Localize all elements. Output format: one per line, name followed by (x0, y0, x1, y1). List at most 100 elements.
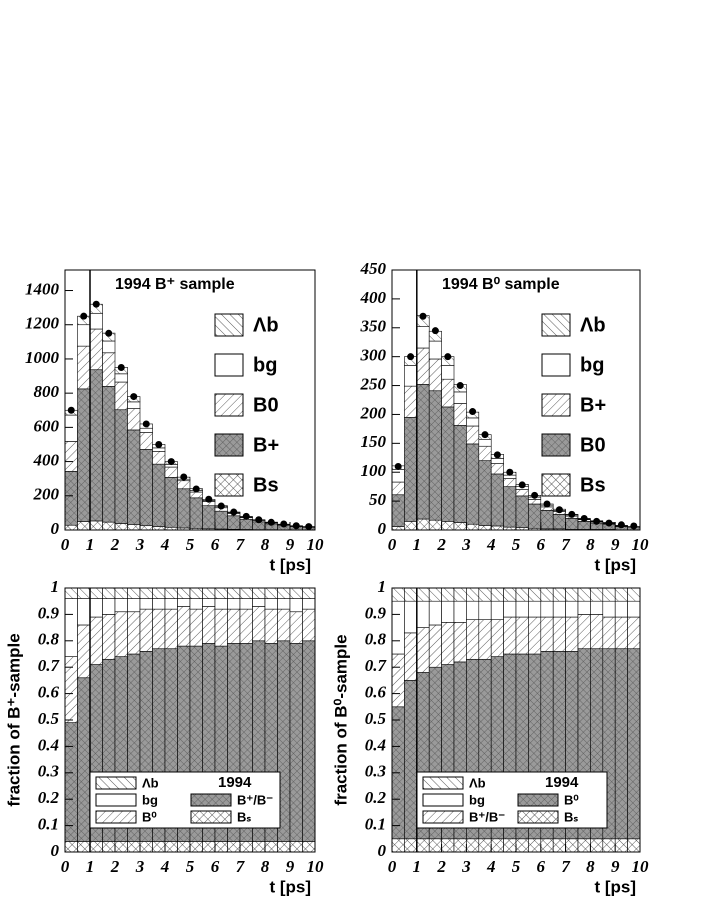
bar (453, 522, 467, 531)
bar (277, 841, 291, 853)
bar (515, 616, 529, 655)
bar (202, 841, 216, 853)
bar (490, 600, 504, 620)
bar (102, 340, 116, 354)
bar (77, 624, 91, 679)
bar (127, 611, 141, 655)
bar (614, 616, 628, 650)
data-point (506, 468, 514, 476)
x-tick-label: 0 (388, 857, 397, 876)
data-point (469, 408, 477, 416)
bar (565, 616, 579, 652)
bar (478, 587, 492, 602)
bar (404, 521, 418, 531)
y-tick-label: 0.5 (365, 709, 387, 728)
legend-label: Bₛ (564, 809, 578, 824)
data-point (267, 518, 275, 526)
bar (64, 471, 78, 526)
bar (416, 384, 430, 520)
bar (89, 587, 103, 599)
panel-title: 1994 B⁺ sample (115, 276, 235, 293)
bar (164, 841, 178, 853)
data-point (92, 300, 100, 308)
legend-swatch (541, 433, 571, 457)
bar (391, 653, 405, 708)
bar (528, 616, 542, 655)
data-point (105, 329, 113, 337)
bar (127, 841, 141, 853)
bar (540, 616, 554, 652)
bar (252, 598, 266, 607)
x-tick-label: 1 (413, 857, 422, 876)
bar (404, 385, 418, 418)
bar (404, 600, 418, 634)
bar (289, 598, 303, 613)
legend-label: Λb (469, 775, 486, 790)
data-point (217, 502, 225, 510)
y-tick-label: 0.6 (365, 683, 387, 702)
bar (428, 838, 442, 853)
data-point (444, 353, 452, 361)
bar (441, 622, 455, 665)
y-tick-label: 250 (360, 374, 387, 393)
bar (102, 521, 116, 531)
data-point (518, 481, 526, 489)
legend-title: 1994 (218, 774, 252, 791)
legend-swatch (214, 353, 244, 377)
bar (202, 505, 216, 530)
data-point (568, 510, 576, 518)
data-point (605, 519, 613, 527)
bar (214, 598, 228, 610)
bar (264, 608, 278, 644)
bar (391, 838, 405, 853)
data-point (630, 522, 638, 530)
bar (441, 838, 455, 853)
legend-swatch (541, 393, 571, 417)
legend-label: B⁰ (142, 809, 157, 824)
bar (453, 391, 467, 404)
data-point (531, 491, 539, 499)
y-tick-label: 0.9 (365, 603, 387, 622)
x-tick-label: 2 (110, 857, 120, 876)
x-tick-label: 3 (461, 857, 471, 876)
bar (189, 841, 203, 853)
bar (391, 600, 405, 655)
legend-label: bg (580, 354, 604, 376)
bar (102, 352, 116, 387)
y-tick-label: 350 (360, 317, 387, 336)
bar (64, 441, 78, 472)
bar (227, 598, 241, 610)
bar (139, 449, 153, 527)
y-tick-label: 0.9 (38, 603, 60, 622)
y-tick-label: 50 (369, 490, 387, 509)
bar (466, 523, 480, 531)
x-axis-label: t [ps] (269, 555, 311, 574)
y-tick-label: 0.1 (365, 815, 386, 834)
bar (540, 838, 554, 853)
bar (453, 403, 467, 426)
bar (264, 841, 278, 853)
bar (227, 587, 241, 599)
bar (127, 598, 141, 613)
bar (466, 587, 480, 602)
y-tick-label: 0 (51, 841, 60, 860)
bar (515, 489, 529, 497)
y-tick-label: 0.4 (365, 735, 386, 754)
bar (114, 841, 128, 853)
bar (503, 478, 517, 487)
legend-swatch (422, 776, 464, 790)
bar (552, 838, 566, 853)
bar (627, 648, 641, 840)
x-tick-label: 4 (486, 535, 496, 554)
bar (515, 495, 529, 528)
bar (77, 598, 91, 626)
bar (391, 587, 405, 602)
legend-label: bg (469, 792, 485, 807)
bar (453, 600, 467, 623)
data-point (205, 495, 213, 503)
bar (264, 587, 278, 599)
bar (478, 838, 492, 853)
bar (441, 365, 455, 380)
y-tick-label: 600 (34, 416, 60, 435)
